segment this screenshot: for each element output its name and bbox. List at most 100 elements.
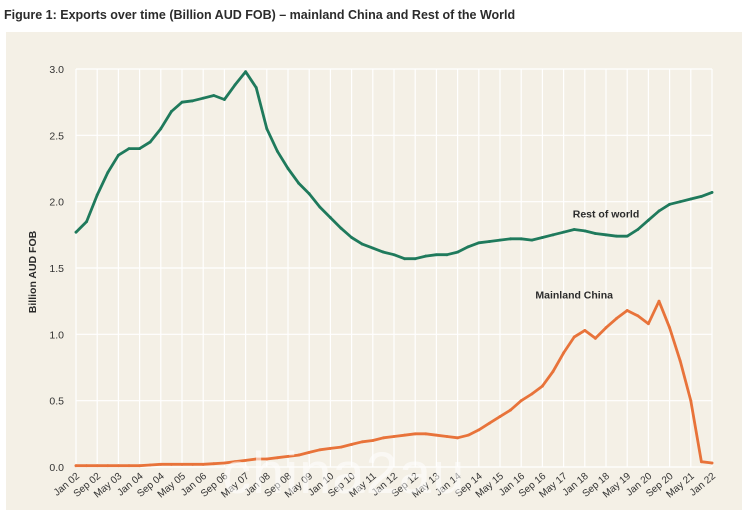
mainland-china-point (572, 335, 576, 339)
mainland-china-point (615, 317, 618, 320)
rest-of-world-point (636, 228, 640, 231)
mainland-china-point (138, 464, 142, 468)
mainland-china-point (180, 462, 184, 466)
rest-of-world-point (466, 245, 470, 249)
mainland-china-point (339, 445, 343, 449)
rest-of-world-point (689, 197, 693, 201)
rest-of-world-point (276, 149, 279, 153)
gridlines (75, 68, 713, 468)
rest-of-world-point (382, 250, 385, 254)
mainland-china-point (74, 464, 78, 468)
mainland-china-point (106, 464, 110, 468)
rest-of-world-point (488, 240, 491, 243)
mainland-china-point (297, 453, 300, 457)
rest-of-world-point (127, 147, 131, 150)
rest-of-world-point (360, 242, 364, 246)
mainland-china-point (191, 462, 195, 466)
mainland-china-point (657, 299, 661, 303)
mainland-china-point (466, 433, 470, 437)
rest-of-world-point (625, 234, 629, 238)
mainland-china-point (127, 464, 131, 468)
mainland-china-point (435, 433, 438, 437)
mainland-china-point (276, 456, 279, 460)
rest-of-world-point (244, 70, 248, 74)
mainland-china-point (307, 451, 311, 454)
rest-of-world-point (594, 232, 597, 235)
rest-of-world-point (170, 110, 173, 113)
mainland-china-point (594, 336, 597, 340)
mainland-china-point (159, 462, 163, 466)
mainland-china-point (244, 458, 248, 462)
y-axis-ticks: 0.0 0.5 1.0 1.5 2.0 2.5 3.0 (49, 64, 64, 474)
mainland-china-point (689, 399, 693, 403)
rest-of-world-point (604, 233, 608, 237)
mainland-china-point (625, 309, 629, 312)
rest-of-world-point (286, 167, 290, 170)
mainland-china-point (456, 436, 459, 440)
rest-of-world-point (148, 140, 152, 144)
mainland-china-label: Mainland China (535, 290, 613, 302)
figure-title: Figure 1: Exports over time (Billion AUD… (4, 8, 516, 22)
mainland-china-point (700, 460, 703, 464)
rest-of-world-point (159, 127, 163, 131)
rest-of-world-point (647, 218, 650, 222)
rest-of-world-point (138, 147, 142, 150)
rest-of-world-point (95, 193, 99, 197)
mainland-china-point (148, 463, 152, 467)
y-axis-title: Billion AUD FOB (27, 230, 39, 313)
y-tick-label: 2.5 (49, 130, 64, 142)
mainland-china-point (170, 462, 173, 466)
mainland-china-point (668, 326, 671, 330)
mainland-china-point (678, 359, 682, 363)
rest-of-world-point (307, 192, 311, 196)
mainland-china-point (265, 457, 269, 461)
mainland-china-point (318, 448, 322, 452)
y-tick-label: 0.0 (49, 462, 64, 474)
rest-of-world-point (456, 250, 459, 254)
mainland-china-point (392, 435, 396, 438)
mainland-china-point (636, 314, 640, 318)
mainland-china-point (329, 447, 332, 450)
mainland-china-point (509, 408, 512, 412)
rest-of-world-point (551, 233, 555, 237)
rest-of-world-label: Rest of world (573, 209, 640, 221)
rest-of-world-point (254, 86, 258, 89)
mainland-china-point (382, 436, 385, 440)
rest-of-world-point (233, 83, 237, 87)
rest-of-world-point (85, 220, 88, 223)
rest-of-world-point (339, 226, 343, 230)
rest-of-world-point (403, 257, 406, 261)
y-tick-label: 1.5 (49, 263, 64, 275)
rest-of-world-point (509, 237, 512, 241)
mainland-china-point (488, 421, 491, 425)
rest-of-world-point (318, 205, 322, 209)
mainland-china-point (530, 392, 534, 396)
rest-of-world-point (583, 229, 587, 233)
rest-of-world-point (191, 99, 195, 103)
mainland-china-point (413, 432, 417, 436)
mainland-china-point (350, 443, 353, 446)
mainland-china-point (424, 432, 428, 436)
mainland-china-point (647, 322, 650, 326)
rest-of-world-point (657, 209, 661, 213)
mainland-china-point (477, 428, 481, 432)
series-labels: Rest of world Mainland China (535, 209, 639, 302)
chart-panel: 0.0 0.5 1.0 1.5 2.0 2.5 3.0 Jan 02 Sep 02 May 03… (6, 32, 742, 510)
rest-of-world-point (180, 100, 184, 104)
rest-of-world-point (265, 127, 269, 131)
series-lines (74, 70, 714, 468)
mainland-china-point (117, 464, 120, 468)
rest-of-world-point (668, 202, 671, 206)
rest-of-world-point (329, 216, 332, 219)
mainland-china-point (212, 462, 216, 466)
mainland-china-point (583, 328, 587, 332)
rest-of-world-point (424, 254, 428, 258)
mainland-china-point (371, 439, 375, 442)
rest-of-world-point (519, 237, 523, 241)
rest-of-world-point (498, 238, 502, 242)
rest-of-world-point (562, 230, 565, 234)
rest-of-world-point (445, 253, 449, 257)
rest-of-world-point (106, 171, 110, 174)
rest-of-world-point (678, 200, 682, 204)
rest-of-world-point (74, 230, 78, 234)
